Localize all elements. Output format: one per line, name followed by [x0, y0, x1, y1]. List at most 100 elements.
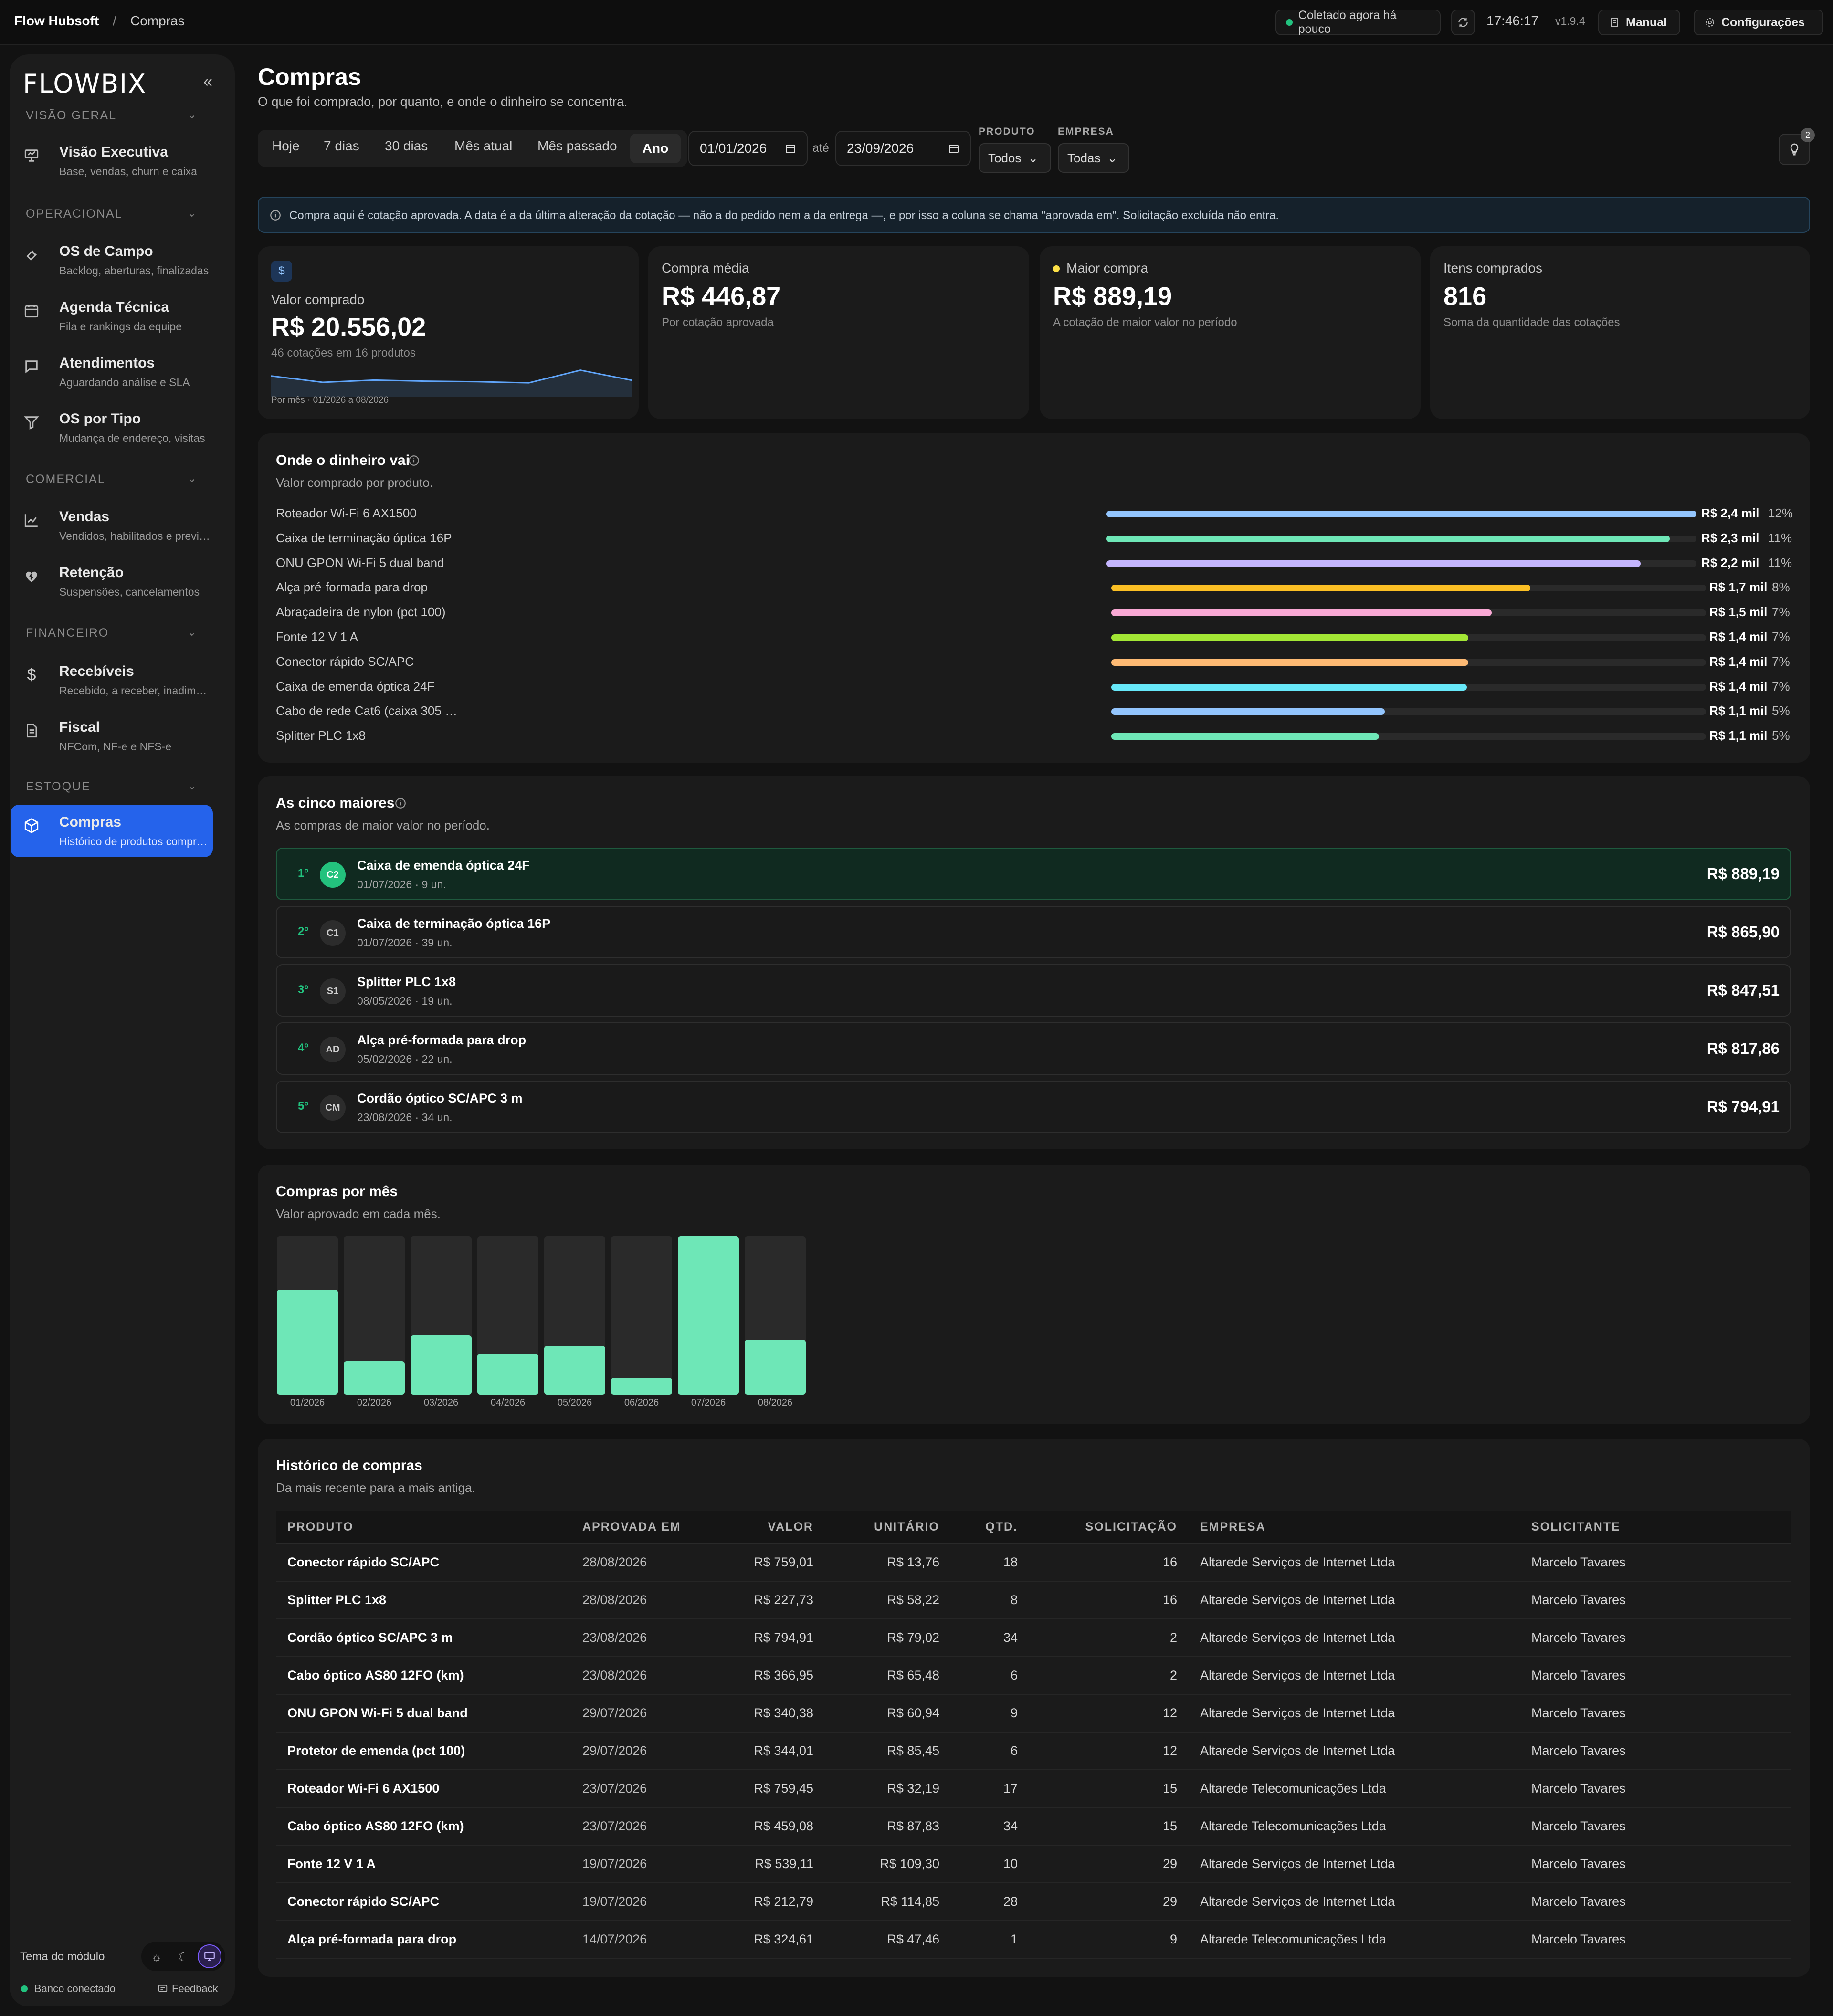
table-cell: Altarede Telecomunicações Ltda [1189, 1921, 1520, 1959]
tools-icon [22, 245, 41, 264]
chart-bar[interactable] [411, 1236, 472, 1395]
section-comercial[interactable]: COMERCIAL [26, 472, 105, 486]
list-item[interactable]: Cabo de rede Cat6 (caixa 305 … R$ 1,1 mil… [276, 702, 1791, 721]
info-icon[interactable] [408, 454, 420, 467]
column-header[interactable]: VALOR [714, 1511, 825, 1544]
chart-bar[interactable] [477, 1236, 538, 1395]
bar-fill [1111, 634, 1468, 641]
refresh-button[interactable] [1451, 10, 1475, 35]
table-row[interactable]: Conector rápido SC/APC 28/08/2026 R$ 759,0… [276, 1544, 1791, 1582]
chart-bar[interactable] [344, 1236, 405, 1395]
company-select[interactable]: Todas ⌄ [1058, 143, 1129, 173]
chart-bar[interactable] [678, 1236, 739, 1395]
top5-item[interactable]: 2º C1 Caixa de terminação óptica 16P 01/07/… [276, 906, 1791, 958]
sidebar-item-recebiveis[interactable]: $ Recebíveis Recebido, a receber, inadim… [11, 654, 213, 706]
column-header[interactable]: PRODUTO [276, 1511, 571, 1544]
product-select[interactable]: Todos ⌄ [979, 143, 1051, 173]
top5-item[interactable]: 4º AD Alça pré-formada para drop 05/02/2026… [276, 1022, 1791, 1075]
notification-count-badge: 2 [1801, 128, 1815, 142]
calendar-icon[interactable] [948, 143, 959, 154]
sidebar-item-os-de-campo[interactable]: OS de Campo Backlog, aberturas, finaliza… [11, 234, 213, 286]
sidebar-item-os-por-tipo[interactable]: OS por Tipo Mudança de endereço, visitas [11, 401, 213, 454]
manual-button[interactable]: Manual [1598, 10, 1680, 35]
sidebar-item-fiscal[interactable]: Fiscal NFCom, NF-e e NFS-e [11, 710, 213, 762]
top5-item[interactable]: 1º C2 Caixa de emenda óptica 24F 01/07/2026… [276, 848, 1791, 900]
table-cell: ONU GPON Wi-Fi 5 dual band [276, 1694, 571, 1732]
collapse-sidebar-button[interactable]: « [203, 73, 212, 91]
info-icon[interactable] [394, 797, 407, 809]
table-row[interactable]: Roteador Wi-Fi 6 AX1500 23/07/2026 R$ 759,… [276, 1770, 1791, 1808]
list-item[interactable]: Splitter PLC 1x8 R$ 1,1 mil 5% [276, 726, 1791, 746]
table-row[interactable]: Protetor de emenda (pct 100) 29/07/2026 R$… [276, 1732, 1791, 1770]
section-estoque[interactable]: ESTOQUE [26, 780, 91, 793]
moon-icon[interactable]: ☾ [178, 1949, 189, 1964]
column-header[interactable]: APROVADA EM [571, 1511, 714, 1544]
table-cell: Marcelo Tavares [1520, 1694, 1791, 1732]
kpi-label: Maior compra [1066, 261, 1148, 275]
bar-track [1111, 609, 1706, 617]
avatar: CM [320, 1095, 346, 1121]
sidebar-item-agenda-tecnica[interactable]: Agenda Técnica Fila e rankings da equipe [11, 290, 213, 342]
date-to-input[interactable]: 23/09/2026 [835, 131, 971, 166]
range-ano[interactable]: Ano [630, 134, 681, 163]
list-item[interactable]: Roteador Wi-Fi 6 AX1500 R$ 2,4 mil 12% [276, 504, 1793, 523]
sidebar-item-atendimentos[interactable]: Atendimentos Aguardando análise e SLA [11, 346, 213, 398]
range-30-dias[interactable]: 30 dias [385, 138, 428, 153]
chart-bar[interactable] [277, 1236, 338, 1395]
chart-bar[interactable] [544, 1236, 605, 1395]
column-header[interactable]: QTD. [951, 1511, 1029, 1544]
table-row[interactable]: Cordão óptico SC/APC 3 m 23/08/2026 R$ 794… [276, 1619, 1791, 1657]
table-row[interactable]: Splitter PLC 1x8 28/08/2026 R$ 227,73 R$ 58… [276, 1581, 1791, 1619]
sidebar-item-visao-executiva[interactable]: Visão Executiva Base, vendas, churn e ca… [11, 135, 213, 187]
table-row[interactable]: Alça pré-formada para drop 14/07/2026 R$ 3… [276, 1921, 1791, 1959]
table-row[interactable]: ONU GPON Wi-Fi 5 dual band 29/07/2026 R$ 3… [276, 1694, 1791, 1732]
chart-bar[interactable] [611, 1236, 672, 1395]
x-tick-label: 02/2026 [357, 1397, 392, 1408]
bar-percent: 8% [1772, 580, 1790, 595]
bar-fill [1111, 708, 1385, 715]
monitor-icon[interactable] [198, 1944, 221, 1968]
list-item[interactable]: Conector rápido SC/APC R$ 1,4 mil 7% [276, 652, 1791, 672]
sidebar-item-vendas[interactable]: Vendas Vendidos, habilitados e previstos [11, 499, 213, 552]
breadcrumb-app[interactable]: Flow Hubsoft [14, 13, 99, 28]
list-item[interactable]: Fonte 12 V 1 A R$ 1,4 mil 7% [276, 628, 1791, 647]
list-item[interactable]: Abraçadeira de nylon (pct 100) R$ 1,5 mil… [276, 603, 1791, 622]
sun-icon[interactable]: ☼ [151, 1949, 162, 1964]
range-mes-atual[interactable]: Mês atual [454, 138, 513, 153]
bar-track [1111, 585, 1706, 592]
settings-button[interactable]: Configurações [1694, 10, 1823, 35]
highlight-dot-icon [1053, 265, 1060, 272]
section-operacional[interactable]: OPERACIONAL [26, 207, 123, 220]
section-visao-geral[interactable]: VISÃO GERAL [26, 109, 117, 122]
table-cell: R$ 227,73 [714, 1581, 825, 1619]
top5-item[interactable]: 5º CM Cordão óptico SC/APC 3 m 23/08/2026 ·… [276, 1081, 1791, 1133]
sidebar-item-retencao[interactable]: Retenção Suspensões, cancelamentos [11, 555, 213, 608]
chart-bar[interactable] [745, 1236, 806, 1395]
list-item[interactable]: Alça pré-formada para drop R$ 1,7 mil 8% [276, 578, 1791, 597]
bar-percent: 7% [1772, 654, 1790, 669]
feedback-button[interactable]: Feedback [158, 1983, 218, 1995]
column-header[interactable]: SOLICITAÇÃO [1029, 1511, 1189, 1544]
table-cell: 28 [951, 1883, 1029, 1921]
table-row[interactable]: Cabo óptico AS80 12FO (km) 23/08/2026 R$ 3… [276, 1657, 1791, 1695]
date-from-input[interactable]: 01/01/2026 [688, 131, 808, 166]
list-item[interactable]: Caixa de emenda óptica 24F R$ 1,4 mil 7% [276, 677, 1791, 696]
section-financeiro[interactable]: FINANCEIRO [26, 626, 109, 640]
top5-item[interactable]: 3º S1 Splitter PLC 1x8 08/05/2026 · 19 un. R… [276, 964, 1791, 1017]
range-hoje[interactable]: Hoje [272, 138, 300, 153]
rank-label: 2º [298, 925, 309, 938]
list-item[interactable]: ONU GPON Wi-Fi 5 dual band R$ 2,2 mil 11% [276, 554, 1792, 573]
table-cell: Marcelo Tavares [1520, 1619, 1791, 1657]
list-item[interactable]: Caixa de terminação óptica 16P R$ 2,3 mil… [276, 529, 1792, 548]
sidebar-item-compras[interactable]: Compras Histórico de produtos comprados [11, 805, 213, 857]
range-7-dias[interactable]: 7 dias [324, 138, 359, 153]
table-row[interactable]: Cabo óptico AS80 12FO (km) 23/07/2026 R$ 4… [276, 1807, 1791, 1846]
column-header[interactable]: UNITÁRIO [825, 1511, 951, 1544]
range-mes-passado[interactable]: Mês passado [537, 138, 617, 153]
product-filter-label: PRODUTO [979, 126, 1035, 137]
column-header[interactable]: SOLICITANTE [1520, 1511, 1791, 1544]
table-row[interactable]: Conector rápido SC/APC 19/07/2026 R$ 212,7… [276, 1883, 1791, 1921]
calendar-icon[interactable] [785, 143, 796, 154]
table-row[interactable]: Fonte 12 V 1 A 19/07/2026 R$ 539,11 R$ 109,… [276, 1845, 1791, 1883]
column-header[interactable]: EMPRESA [1189, 1511, 1520, 1544]
